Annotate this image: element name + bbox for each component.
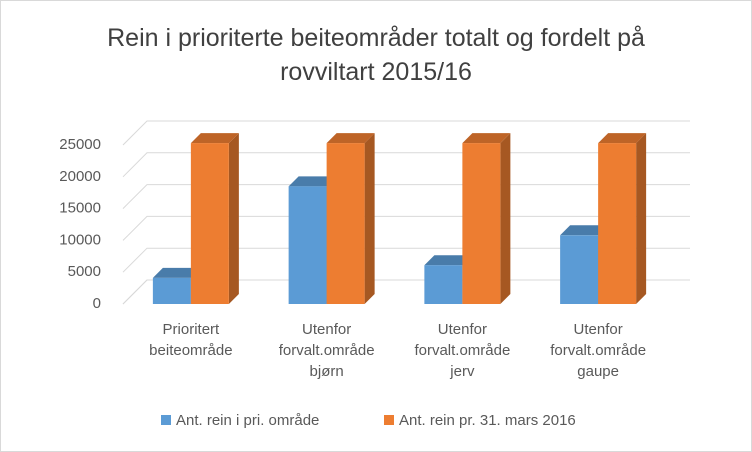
- bar: [598, 133, 647, 304]
- bar-top: [560, 225, 609, 236]
- bar-front: [462, 143, 501, 304]
- bar: [462, 133, 511, 304]
- chart-title: Rein i prioriterte beiteområder totalt o…: [107, 24, 645, 86]
- bar-top: [424, 255, 473, 266]
- y-tick-label: 15000: [59, 200, 101, 217]
- bar-front: [288, 186, 327, 304]
- y-tick-label: 20000: [59, 168, 101, 185]
- bar-top: [288, 176, 337, 187]
- bar-top: [190, 133, 239, 144]
- legend-label: Ant. rein pr. 31. mars 2016: [399, 412, 576, 429]
- bar-side: [364, 133, 375, 304]
- x-tick-label: Prioritert beiteområde: [149, 321, 233, 359]
- bar-top: [326, 133, 375, 144]
- legend-swatch: [384, 415, 394, 425]
- grid-line: [122, 120, 690, 146]
- x-tick-label: Utenfor forvalt.område bjørn: [278, 321, 375, 380]
- bar: [326, 133, 375, 304]
- bar-side: [228, 133, 239, 304]
- y-tick-label: 0: [93, 295, 101, 312]
- bar-front: [152, 277, 191, 304]
- x-tick-label: Utenfor forvalt.område gaupe: [550, 321, 647, 380]
- x-tick-label: Utenfor forvalt.område jerv: [414, 321, 511, 380]
- bar-top: [152, 267, 201, 278]
- bar-top: [598, 133, 647, 144]
- bar-top: [462, 133, 511, 144]
- bar-side: [636, 133, 647, 304]
- y-tick-label: 5000: [68, 263, 101, 280]
- bar-front: [190, 143, 229, 304]
- bar-side: [500, 133, 511, 304]
- bar: [190, 133, 239, 304]
- bar-front: [424, 265, 463, 304]
- bar-front: [598, 143, 637, 304]
- bar-front: [326, 143, 365, 304]
- legend-swatch: [161, 415, 171, 425]
- y-tick-label: 10000: [59, 231, 101, 248]
- legend-label: Ant. rein i pri. område: [176, 412, 319, 429]
- y-tick-label: 25000: [59, 136, 101, 153]
- bar-front: [560, 235, 599, 304]
